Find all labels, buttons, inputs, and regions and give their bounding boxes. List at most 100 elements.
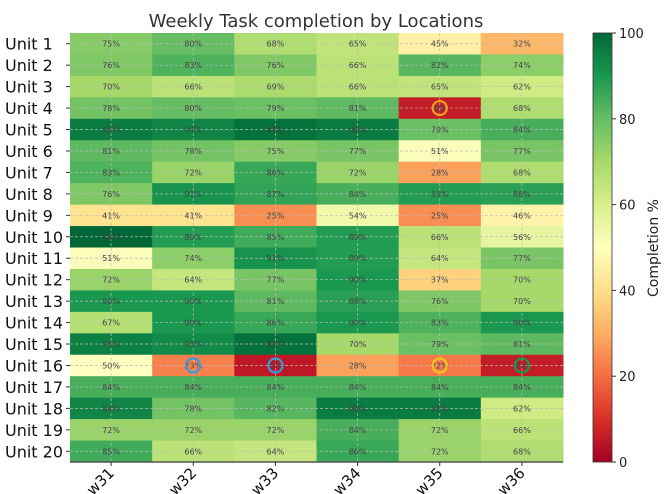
cell-value-label: 81% — [513, 340, 531, 349]
cell-value-label: 84% — [349, 426, 367, 435]
cell-value-label: 66% — [184, 447, 202, 456]
chart-title: Weekly Task completion by Locations — [149, 11, 484, 32]
cell-value-label: 76% — [102, 190, 120, 199]
cell-value-label: 70% — [102, 83, 120, 92]
cell-value-label: 96% — [431, 404, 449, 413]
cell-value-label: 32% — [513, 40, 531, 49]
heatmap-cell — [152, 440, 235, 463]
y-tick-label: Unit 7 — [5, 163, 53, 182]
heatmap-cell — [152, 140, 235, 163]
cell-value-label: 85% — [102, 447, 120, 456]
y-tick-label: Unit 20 — [5, 442, 63, 461]
cell-value-label: 72% — [431, 447, 449, 456]
cell-value-label: 78% — [184, 147, 202, 156]
cell-value-label: 66% — [513, 426, 531, 435]
cell-value-label: 74% — [184, 254, 202, 263]
cell-value-label: 83% — [102, 168, 120, 177]
heatmap-cell — [152, 376, 235, 399]
y-tick-label: Unit 11 — [5, 249, 63, 268]
cell-value-label: 84% — [513, 383, 531, 392]
cell-value-label: 94% — [102, 404, 120, 413]
cell-value-label: 70% — [513, 276, 531, 285]
cell-value-label: 28% — [349, 361, 367, 370]
cell-value-label: 81% — [349, 104, 367, 113]
cell-value-label: 69% — [267, 83, 285, 92]
cell-value-label: 54% — [349, 211, 367, 220]
x-tick-label: w32 — [165, 464, 200, 494]
cell-value-label: 78% — [102, 104, 120, 113]
heatmap-cell — [152, 290, 235, 313]
cell-value-label: 72% — [102, 426, 120, 435]
cell-value-label: 96% — [349, 404, 367, 413]
colorbar-tick-label: 40 — [619, 284, 636, 299]
cell-value-label: 91% — [267, 254, 285, 263]
cell-value-label: 70% — [349, 340, 367, 349]
cell-value-label: 25% — [431, 211, 449, 220]
cell-value-label: 77% — [267, 276, 285, 285]
cell-value-label: 77% — [513, 254, 531, 263]
cell-value-label: 64% — [431, 254, 449, 263]
cell-value-label: 66% — [184, 83, 202, 92]
cell-value-label: 5% — [269, 361, 282, 370]
y-tick-label: Unit 6 — [5, 142, 53, 161]
x-tick-label: w35 — [412, 464, 447, 494]
cell-value-label: 67% — [102, 319, 120, 328]
cell-value-label: 81% — [102, 147, 120, 156]
cell-value-label: 90% — [349, 276, 367, 285]
colorbar-label: Completion % — [646, 199, 662, 297]
cell-value-label: 77% — [513, 147, 531, 156]
y-tick-label: Unit 15 — [5, 335, 63, 354]
y-tick-label: Unit 19 — [5, 421, 63, 440]
cell-value-label: 6% — [516, 361, 529, 370]
heatmap-cell — [152, 75, 235, 98]
cell-value-label: 81% — [267, 297, 285, 306]
cell-value-label: 65% — [349, 40, 367, 49]
x-tick-label: w31 — [83, 464, 118, 494]
y-tick-label: Unit 14 — [5, 314, 63, 333]
colorbar-tick-label: 0 — [619, 456, 627, 471]
cell-value-label: 76% — [102, 61, 120, 70]
cell-value-label: 51% — [431, 147, 449, 156]
cell-value-label: 66% — [349, 61, 367, 70]
cell-value-label: 86% — [267, 319, 285, 328]
cell-value-label: 89% — [349, 254, 367, 263]
cell-value-label: 83% — [184, 61, 202, 70]
cell-value-label: 90% — [349, 319, 367, 328]
cell-value-label: 68% — [513, 104, 531, 113]
cell-value-label: 51% — [102, 254, 120, 263]
heatmap-cell — [152, 311, 235, 334]
cell-value-label: 83% — [431, 319, 449, 328]
cell-value-label: 41% — [184, 211, 202, 220]
cell-value-label: 65% — [431, 83, 449, 92]
cell-value-label: 75% — [267, 147, 285, 156]
cell-value-label: 76% — [267, 61, 285, 70]
cell-value-label: 89% — [431, 190, 449, 199]
cell-value-label: 84% — [513, 126, 531, 135]
cell-value-label: 84% — [431, 383, 449, 392]
cell-value-label: 45% — [431, 40, 449, 49]
cell-value-label: 77% — [349, 147, 367, 156]
y-tick-label: Unit 3 — [5, 78, 53, 97]
colorbar-tick-label: 80 — [619, 113, 636, 128]
cell-value-label: 66% — [349, 83, 367, 92]
cell-value-label: 68% — [267, 40, 285, 49]
cell-value-label: 82% — [267, 404, 285, 413]
y-tick-label: Unit 17 — [5, 378, 63, 397]
cell-value-label: 41% — [102, 211, 120, 220]
x-tick-label: w33 — [247, 464, 282, 494]
cell-value-label: 25% — [267, 211, 285, 220]
cell-value-label: 23% — [184, 361, 202, 370]
y-tick-label: Unit 12 — [5, 271, 63, 290]
y-tick-label: Unit 9 — [5, 206, 53, 225]
cell-value-label: 89% — [184, 233, 202, 242]
cell-value-label: 86% — [267, 168, 285, 177]
colorbar-tick-label: 20 — [619, 370, 636, 385]
cell-value-label: 28% — [431, 168, 449, 177]
cell-value-label: 88% — [513, 190, 531, 199]
cell-value-label: 68% — [513, 447, 531, 456]
cell-value-label: 72% — [267, 426, 285, 435]
y-tick-label: Unit 16 — [5, 356, 63, 375]
y-tick-label: Unit 4 — [5, 99, 53, 118]
